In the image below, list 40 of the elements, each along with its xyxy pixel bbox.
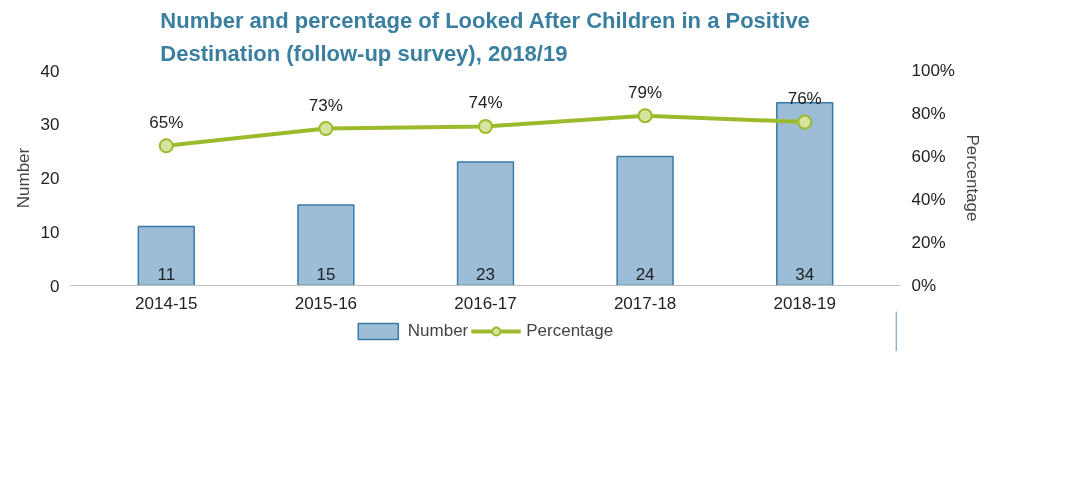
data-label: 73% (308, 95, 343, 115)
data-label: 24 (635, 264, 655, 284)
point (318, 121, 334, 137)
data-label: 79% (628, 82, 663, 102)
bar (297, 204, 355, 286)
y2-tick-label: 0% (911, 276, 937, 295)
y2-axis-title: Percentage (962, 134, 982, 222)
point (797, 114, 813, 130)
data-label: 11 (157, 264, 176, 284)
y2-tick-label: 60% (911, 147, 946, 166)
y2-tick-label: 100% (911, 61, 955, 80)
y-axis-title: Number (13, 147, 33, 209)
legend-label: Percentage (526, 321, 614, 341)
legend-label: Number (407, 321, 469, 341)
y-tick-label: 30 (40, 115, 60, 135)
x-tick-label: 2015-16 (294, 293, 358, 313)
data-label: 65% (149, 112, 184, 132)
y2-tick-label: 80% (911, 104, 946, 123)
y2-tick-label: 20% (911, 233, 946, 252)
point (637, 108, 653, 124)
y-tick-label: 10 (40, 222, 60, 242)
data-label: 23 (476, 264, 495, 284)
y-tick-label: 40 (40, 61, 60, 81)
point (158, 138, 174, 154)
chart-title: Number and percentage of Looked After Children in a Positive Destination (follow-up survey), 2018/19 (160, 8, 810, 66)
data-label: 34 (795, 264, 815, 284)
bar (456, 161, 515, 286)
data-label: 15 (316, 264, 336, 284)
y-tick-label: 0 (50, 276, 60, 296)
x-tick-label: 2014-15 (135, 293, 198, 313)
y-tick-label: 20 (40, 169, 60, 188)
x-tick-label: 2017-18 (613, 293, 677, 313)
x-tick-label: 2016-17 (454, 293, 517, 313)
x-tick-label: 2018-19 (773, 293, 836, 313)
y2-tick-label: 40% (911, 190, 946, 209)
bar (616, 155, 674, 286)
bar (137, 225, 195, 286)
bar (776, 102, 834, 286)
point (478, 118, 493, 134)
data-label: 74% (468, 93, 503, 113)
